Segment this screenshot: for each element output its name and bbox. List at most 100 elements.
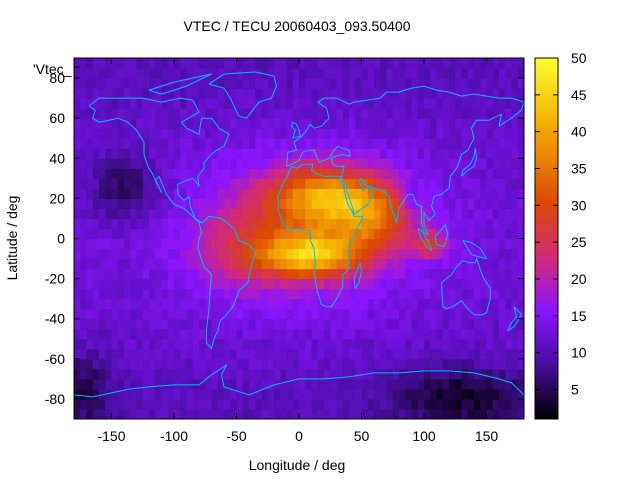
- heatmap-cell: [155, 198, 163, 210]
- heatmap-cell: [467, 288, 475, 300]
- heatmap-cell: [286, 308, 294, 320]
- heatmap-cell: [405, 108, 413, 119]
- heatmap-cell: [124, 108, 131, 119]
- heatmap-cell: [442, 298, 450, 310]
- heatmap-cell: [467, 68, 475, 79]
- heatmap-cell: [511, 398, 519, 410]
- heatmap-cell: [86, 138, 94, 149]
- heatmap-cell: [155, 58, 163, 69]
- heatmap-cell: [161, 98, 169, 109]
- heatmap-cell: [474, 288, 481, 300]
- heatmap-cell: [499, 98, 506, 109]
- heatmap-cell: [236, 128, 244, 139]
- heatmap-cell: [217, 238, 225, 250]
- heatmap-cell: [330, 208, 338, 220]
- heatmap-cell: [405, 258, 413, 270]
- heatmap-cell: [505, 208, 513, 220]
- heatmap-cell: [311, 238, 319, 250]
- heatmap-cell: [136, 248, 144, 260]
- heatmap-cell: [155, 228, 163, 240]
- heatmap-cell: [324, 298, 331, 310]
- heatmap-cell: [486, 388, 494, 400]
- heatmap-cell: [330, 348, 338, 360]
- heatmap-cell: [367, 338, 375, 350]
- heatmap-cell: [361, 188, 369, 199]
- heatmap-cell: [255, 248, 263, 260]
- heatmap-cell: [486, 308, 494, 320]
- heatmap-cell: [336, 358, 344, 370]
- heatmap-cell: [149, 378, 156, 390]
- heatmap-cell: [517, 278, 524, 290]
- heatmap-cell: [92, 98, 100, 109]
- heatmap-cell: [417, 248, 425, 260]
- heatmap-cell: [505, 338, 513, 350]
- heatmap-cell: [130, 138, 138, 149]
- heatmap-cell: [417, 68, 425, 79]
- heatmap-cell: [355, 308, 363, 320]
- heatmap-cell: [511, 338, 519, 350]
- heatmap-cell: [311, 188, 319, 199]
- heatmap-cell: [467, 188, 475, 199]
- heatmap-cell: [517, 168, 524, 179]
- heatmap-cell: [380, 308, 388, 320]
- heatmap-cell: [280, 358, 288, 370]
- heatmap-cell: [455, 218, 463, 230]
- heatmap-cell: [149, 148, 156, 159]
- heatmap-cell: [480, 238, 488, 250]
- heatmap-cell: [336, 218, 344, 230]
- heatmap-cell: [486, 98, 494, 109]
- heatmap-cell: [330, 338, 338, 350]
- heatmap-cell: [361, 118, 369, 129]
- heatmap-cell: [105, 268, 113, 280]
- heatmap-cell: [161, 68, 169, 79]
- heatmap-cell: [367, 178, 375, 189]
- heatmap-cell: [199, 358, 206, 370]
- heatmap-cell: [211, 98, 219, 109]
- heatmap-cell: [111, 218, 119, 230]
- heatmap-cell: [499, 348, 506, 360]
- heatmap-cell: [136, 178, 144, 189]
- heatmap-cell: [74, 398, 81, 410]
- heatmap-cell: [111, 248, 119, 260]
- heatmap-cell: [267, 108, 275, 119]
- coastline-australia: [441, 258, 491, 316]
- heatmap-cell: [324, 208, 331, 220]
- coastline-antarctica: [74, 364, 524, 407]
- heatmap-cell: [405, 408, 413, 419]
- heatmap-cell: [274, 348, 281, 360]
- heatmap-cell: [342, 338, 350, 350]
- heatmap-cell: [330, 408, 338, 419]
- heatmap-cell: [411, 238, 419, 250]
- heatmap-cell: [342, 258, 350, 270]
- heatmap-cell: [474, 68, 481, 79]
- heatmap-cell: [192, 278, 200, 290]
- heatmap-cell: [255, 118, 263, 129]
- colorbar: [534, 57, 559, 420]
- heatmap-cell: [392, 78, 400, 89]
- heatmap-cell: [117, 68, 125, 79]
- heatmap-cell: [211, 408, 219, 419]
- heatmap-cell: [167, 328, 175, 340]
- heatmap-cell: [374, 388, 381, 400]
- heatmap-cell: [186, 258, 194, 270]
- heatmap-cell: [111, 58, 119, 69]
- heatmap-cell: [117, 288, 125, 300]
- heatmap-cell: [192, 288, 200, 300]
- heatmap-cell: [486, 158, 494, 169]
- heatmap-cell: [380, 268, 388, 280]
- heatmap-cell: [349, 238, 356, 250]
- heatmap-cell: [449, 188, 456, 199]
- heatmap-cell: [492, 358, 500, 370]
- heatmap-cell: [286, 218, 294, 230]
- heatmap-cell: [349, 68, 356, 79]
- x-tick-label: 100: [412, 428, 436, 444]
- heatmap-cell: [130, 168, 138, 179]
- heatmap-cell: [99, 248, 106, 260]
- heatmap-cell: [161, 238, 169, 250]
- heatmap-cell: [417, 138, 425, 149]
- heatmap-cell: [186, 248, 194, 260]
- heatmap-cell: [486, 108, 494, 119]
- heatmap-cell: [105, 278, 113, 290]
- heatmap-cell: [99, 138, 106, 149]
- heatmap-cell: [392, 268, 400, 280]
